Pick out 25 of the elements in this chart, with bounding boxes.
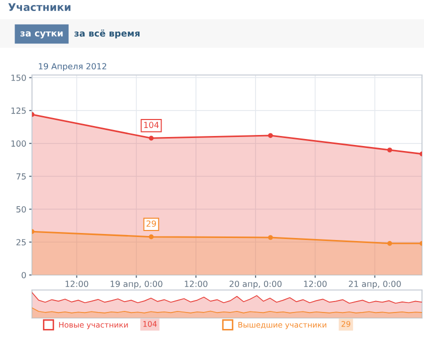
y-tick-label: 25	[16, 239, 26, 246]
x-tick-label: 12:00	[66, 280, 88, 288]
point	[387, 240, 392, 246]
x-tick-label: 12:00	[184, 280, 208, 288]
x-tick-label: 21 апр, 0:00	[348, 280, 401, 289]
point	[268, 235, 273, 240]
point	[387, 148, 392, 152]
y-tick-label: 100	[11, 140, 26, 147]
y-tick-label: 0	[22, 272, 26, 278]
point	[268, 133, 273, 138]
text: за сутки	[20, 31, 63, 38]
x-tick-label: 12:00	[304, 280, 327, 288]
y-tick-label: 150	[11, 74, 26, 81]
data-label: 29	[146, 220, 156, 227]
chart-title: Участники	[8, 3, 70, 12]
x-tick-label: 19 апр, 0:00	[110, 280, 162, 289]
point	[148, 136, 154, 141]
point	[148, 234, 154, 240]
chart-subtitle: 19 Апреля 2012	[38, 63, 106, 72]
y-tick-label: 50	[16, 206, 26, 212]
x-tick-label: 20 апр, 0:00	[230, 280, 282, 289]
y-tick-label: 125	[11, 108, 26, 114]
data-label: 104	[144, 122, 159, 128]
text: за всё время	[74, 30, 140, 38]
y-tick-label: 75	[16, 173, 26, 180]
